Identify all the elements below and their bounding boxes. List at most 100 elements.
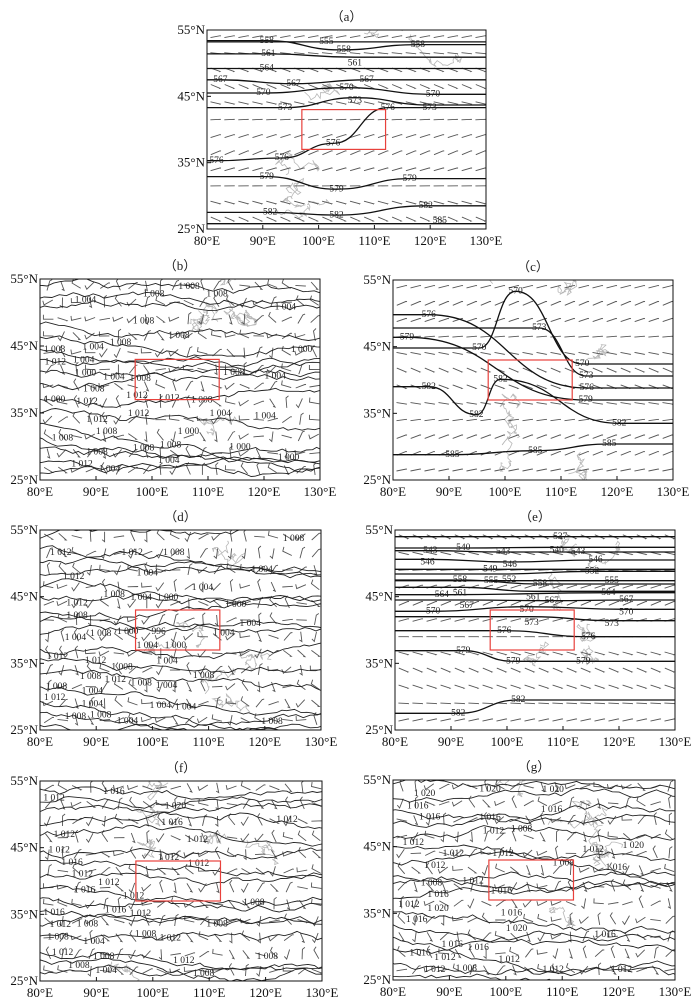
wind-barb: [313, 946, 320, 959]
wind-barb: [241, 882, 249, 893]
wind-barb: [268, 701, 280, 706]
wind-barb: [171, 715, 179, 725]
contour-label: 549: [483, 564, 498, 574]
wind-barb: [447, 52, 459, 55]
wind-barb: [454, 667, 466, 673]
wind-barb: [215, 815, 219, 827]
wind-barb: [440, 684, 452, 690]
wind-barb: [224, 332, 236, 338]
wind-barb: [349, 101, 361, 105]
isobar-line: [393, 844, 675, 861]
wind-barb: [256, 916, 262, 927]
isobar-line: [40, 930, 322, 942]
wind-barb: [550, 351, 562, 356]
wind-barb: [102, 448, 107, 460]
isobar-line: [40, 620, 321, 636]
wind-barb: [183, 434, 195, 439]
wind-barb: [169, 569, 181, 571]
wind-barb: [578, 317, 590, 323]
wind-barb: [620, 402, 632, 405]
wind-barb: [184, 583, 195, 590]
contour-label: 1 012: [45, 358, 67, 368]
wind-barb: [468, 848, 478, 858]
wind-barb: [433, 84, 445, 90]
wind-barb: [297, 649, 307, 658]
wind-barb: [144, 531, 148, 543]
wind-barb: [117, 328, 122, 341]
wind-barb: [171, 396, 179, 408]
wind-barb: [482, 702, 493, 705]
lat-tick-label: 55°N: [363, 772, 391, 787]
wind-barb: [297, 886, 309, 890]
contour-label: 996: [151, 627, 166, 637]
wind-barb: [650, 702, 661, 705]
contour-label: 585: [528, 446, 543, 456]
lat-tick-label: 55°N: [10, 773, 38, 788]
wind-barb: [144, 395, 149, 408]
wind-barb: [469, 831, 473, 843]
wind-barb: [396, 367, 408, 373]
wind-barb: [398, 651, 410, 656]
wind-barb: [158, 613, 166, 625]
wind-barb: [470, 880, 476, 892]
wind-barb: [433, 134, 445, 139]
isobar-line: [40, 811, 322, 829]
wind-barb: [482, 551, 494, 556]
wind-barb: [267, 463, 277, 473]
wind-barb: [321, 200, 333, 205]
contour-label: 537: [553, 532, 568, 542]
wind-barb: [667, 780, 674, 792]
lat-tick-label: 35°N: [363, 905, 391, 920]
lon-tick-label: 110°E: [547, 734, 579, 749]
wind-barb: [60, 628, 65, 642]
wind-barb: [524, 702, 535, 705]
wind-barb: [440, 551, 452, 556]
wind-barb: [508, 418, 520, 422]
wind-barb: [453, 883, 464, 891]
wind-barb: [43, 716, 55, 724]
wind-barb: [466, 418, 478, 422]
wind-barb: [461, 150, 473, 156]
contour-label: 1 008: [77, 919, 99, 929]
wind-barb: [391, 134, 403, 139]
wind-barb: [510, 702, 521, 705]
wind-barb: [582, 881, 588, 893]
wind-barb: [169, 933, 180, 943]
wind-barb: [240, 619, 251, 621]
contour-line-573: [207, 97, 486, 109]
wind-barb: [100, 867, 111, 875]
wind-barb: [606, 451, 618, 456]
wind-barb: [364, 150, 375, 156]
study-region-box: [487, 359, 573, 401]
wind-barb: [550, 317, 562, 323]
contour-label: 1 008: [193, 671, 215, 681]
wind-barb: [129, 796, 137, 809]
wind-barb: [410, 285, 422, 289]
wind-barb: [103, 295, 107, 308]
wind-barb: [156, 786, 167, 789]
contour-label: 1 020: [543, 785, 565, 795]
wind-barb: [127, 630, 138, 640]
wind-barb: [634, 418, 646, 422]
wind-barb: [364, 216, 375, 222]
wind-barb: [84, 316, 96, 322]
wind-barb: [433, 52, 445, 55]
wind-barb: [281, 301, 293, 304]
wind-barb: [566, 667, 578, 673]
wind-barb: [664, 667, 675, 673]
wind-barb: [245, 963, 249, 977]
wind-barb: [452, 451, 464, 456]
wind-barb: [240, 601, 251, 606]
isobar-line: [40, 913, 322, 927]
wind-barb: [494, 468, 506, 472]
wind-barb: [349, 167, 361, 172]
wind-barb: [284, 698, 291, 709]
wind-barb: [198, 931, 209, 941]
contour-label: 579: [576, 656, 591, 666]
lat-tick-label: 45°N: [363, 339, 391, 354]
wind-barb: [622, 600, 634, 606]
isobar-line: [40, 358, 320, 378]
wind-barb: [550, 285, 562, 289]
contour-label: 1 008: [421, 878, 443, 888]
